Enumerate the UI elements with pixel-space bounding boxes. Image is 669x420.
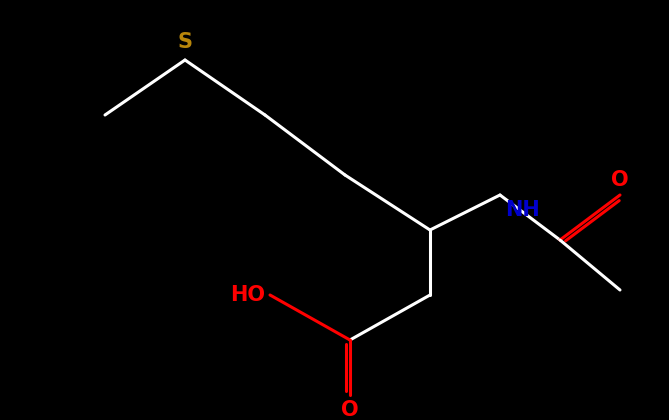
Text: O: O	[611, 170, 629, 190]
Text: NH: NH	[505, 200, 540, 220]
Text: O: O	[341, 400, 359, 420]
Text: HO: HO	[230, 285, 265, 305]
Text: S: S	[177, 32, 193, 52]
